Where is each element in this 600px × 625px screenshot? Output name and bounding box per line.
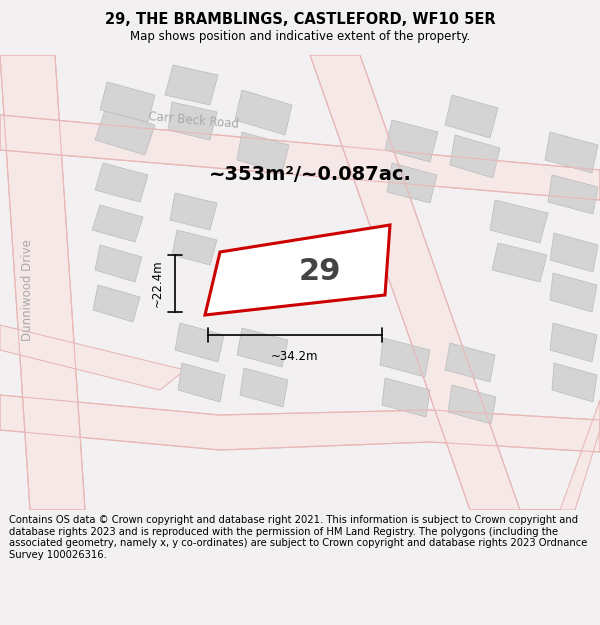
Polygon shape: [240, 368, 288, 407]
Polygon shape: [448, 385, 496, 424]
Polygon shape: [550, 233, 598, 272]
Text: ~34.2m: ~34.2m: [271, 351, 319, 364]
Polygon shape: [492, 243, 547, 282]
Text: Carr Beck Road: Carr Beck Road: [148, 109, 239, 131]
Polygon shape: [100, 82, 155, 122]
Polygon shape: [165, 65, 218, 105]
Text: ~22.4m: ~22.4m: [151, 260, 163, 308]
Polygon shape: [92, 205, 143, 242]
Polygon shape: [235, 90, 292, 135]
Text: Map shows position and indicative extent of the property.: Map shows position and indicative extent…: [130, 30, 470, 43]
Polygon shape: [548, 175, 598, 214]
Polygon shape: [95, 110, 155, 155]
Polygon shape: [382, 378, 430, 417]
Polygon shape: [237, 132, 289, 173]
Polygon shape: [237, 328, 288, 367]
Polygon shape: [172, 230, 217, 265]
Polygon shape: [95, 163, 148, 202]
Polygon shape: [550, 273, 597, 312]
Text: Dunniwood Drive: Dunniwood Drive: [22, 239, 35, 341]
Polygon shape: [205, 225, 390, 315]
Polygon shape: [95, 245, 142, 282]
Polygon shape: [387, 163, 437, 203]
Polygon shape: [445, 95, 498, 138]
Polygon shape: [445, 343, 495, 382]
Polygon shape: [0, 55, 85, 510]
Text: 29: 29: [299, 258, 341, 286]
Polygon shape: [178, 363, 225, 402]
Polygon shape: [175, 323, 224, 362]
Text: Contains OS data © Crown copyright and database right 2021. This information is : Contains OS data © Crown copyright and d…: [9, 515, 587, 560]
Polygon shape: [310, 55, 520, 510]
Polygon shape: [0, 115, 600, 200]
Polygon shape: [552, 363, 597, 402]
Polygon shape: [385, 120, 438, 162]
Polygon shape: [170, 193, 217, 230]
Polygon shape: [550, 323, 597, 362]
Polygon shape: [490, 200, 548, 243]
Polygon shape: [168, 102, 217, 140]
Text: 29, THE BRAMBLINGS, CASTLEFORD, WF10 5ER: 29, THE BRAMBLINGS, CASTLEFORD, WF10 5ER: [104, 12, 496, 27]
Text: ~353m²/~0.087ac.: ~353m²/~0.087ac.: [209, 166, 412, 184]
Polygon shape: [93, 285, 140, 322]
Polygon shape: [545, 132, 598, 173]
Polygon shape: [520, 400, 600, 510]
Polygon shape: [0, 325, 185, 390]
Polygon shape: [0, 395, 600, 452]
Polygon shape: [450, 135, 500, 178]
Polygon shape: [380, 338, 430, 377]
